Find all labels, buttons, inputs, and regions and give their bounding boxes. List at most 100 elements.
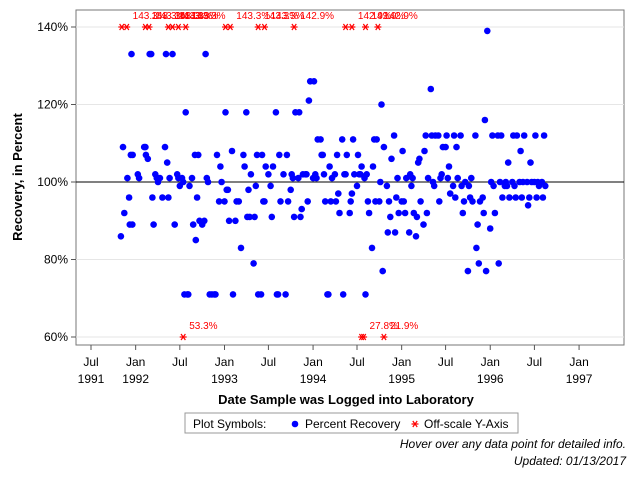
data-point[interactable] xyxy=(303,171,310,178)
data-point[interactable] xyxy=(506,194,513,201)
data-point[interactable] xyxy=(282,291,289,298)
data-point[interactable] xyxy=(287,186,295,194)
data-point[interactable] xyxy=(532,132,539,139)
data-point[interactable] xyxy=(128,50,135,58)
data-point[interactable] xyxy=(224,186,232,194)
data-point[interactable] xyxy=(201,217,208,225)
data-point[interactable] xyxy=(202,50,209,58)
data-point[interactable] xyxy=(481,116,489,124)
data-point[interactable] xyxy=(161,143,169,151)
data-point[interactable] xyxy=(246,213,253,221)
data-point[interactable] xyxy=(195,151,202,159)
data-point[interactable] xyxy=(221,198,228,205)
data-point[interactable] xyxy=(393,194,400,201)
data-point[interactable] xyxy=(453,143,460,151)
data-point[interactable] xyxy=(524,202,532,209)
data-point[interactable] xyxy=(436,198,443,205)
data-point[interactable] xyxy=(310,78,318,85)
data-point[interactable] xyxy=(489,132,496,139)
data-point[interactable] xyxy=(321,198,329,205)
data-point[interactable] xyxy=(225,217,233,225)
data-point[interactable] xyxy=(342,171,349,178)
data-point[interactable] xyxy=(240,151,247,159)
data-point[interactable] xyxy=(159,194,166,201)
data-point[interactable] xyxy=(408,182,415,190)
data-point[interactable] xyxy=(400,198,408,205)
data-point[interactable] xyxy=(495,260,503,267)
off-scale-point[interactable] xyxy=(182,23,190,31)
data-point[interactable] xyxy=(391,229,399,236)
data-point[interactable] xyxy=(235,198,243,205)
data-point[interactable] xyxy=(446,190,454,197)
off-scale-series[interactable]: 143.3%143.3%143.3%143.3%143.3%143.3%143.… xyxy=(118,11,418,341)
data-point[interactable] xyxy=(526,194,533,201)
off-scale-point[interactable] xyxy=(145,23,153,31)
data-point[interactable] xyxy=(349,136,357,143)
data-point[interactable] xyxy=(533,194,540,201)
data-point[interactable] xyxy=(390,132,398,139)
data-point[interactable] xyxy=(258,151,266,159)
data-point[interactable] xyxy=(252,182,260,190)
data-point[interactable] xyxy=(399,147,406,155)
data-point[interactable] xyxy=(222,109,229,116)
off-scale-point[interactable] xyxy=(380,333,388,341)
data-point[interactable] xyxy=(388,155,395,163)
data-point[interactable] xyxy=(261,198,268,205)
data-point[interactable] xyxy=(468,174,475,182)
off-scale-point[interactable] xyxy=(174,23,182,31)
data-point[interactable] xyxy=(182,109,189,116)
data-point[interactable] xyxy=(326,163,333,170)
data-point[interactable] xyxy=(129,221,136,228)
data-point[interactable] xyxy=(169,50,176,58)
data-point[interactable] xyxy=(218,178,225,186)
data-point[interactable] xyxy=(228,147,236,155)
data-point[interactable] xyxy=(135,174,143,182)
data-point[interactable] xyxy=(147,50,155,58)
data-point[interactable] xyxy=(394,174,401,182)
data-point[interactable] xyxy=(267,182,274,190)
off-scale-point[interactable] xyxy=(360,333,368,341)
data-point[interactable] xyxy=(298,205,306,213)
data-point[interactable] xyxy=(192,236,200,244)
data-point[interactable] xyxy=(412,233,420,240)
data-point[interactable] xyxy=(438,171,446,178)
data-point[interactable] xyxy=(362,291,369,298)
data-point[interactable] xyxy=(475,260,483,267)
data-point[interactable] xyxy=(358,163,365,170)
data-point[interactable] xyxy=(320,171,328,178)
data-point[interactable] xyxy=(245,186,252,194)
data-point[interactable] xyxy=(496,178,504,186)
data-point[interactable] xyxy=(464,267,472,275)
data-point[interactable] xyxy=(452,194,459,201)
data-point[interactable] xyxy=(457,132,464,139)
data-point[interactable] xyxy=(472,132,479,139)
data-point[interactable] xyxy=(473,244,480,252)
data-point[interactable] xyxy=(257,291,265,298)
data-point[interactable] xyxy=(422,132,430,139)
data-point[interactable] xyxy=(469,198,476,205)
data-point[interactable] xyxy=(424,174,432,182)
data-point[interactable] xyxy=(416,155,423,163)
data-point[interactable] xyxy=(348,190,356,197)
data-point[interactable] xyxy=(284,198,292,205)
data-point[interactable] xyxy=(171,221,178,228)
data-point[interactable] xyxy=(237,244,245,252)
data-point[interactable] xyxy=(420,221,427,228)
data-point[interactable] xyxy=(253,151,261,159)
off-scale-point[interactable] xyxy=(169,23,176,31)
data-point[interactable] xyxy=(149,194,156,201)
data-point[interactable] xyxy=(247,171,255,178)
data-point[interactable] xyxy=(376,198,383,205)
off-scale-point[interactable] xyxy=(123,23,131,31)
data-point[interactable] xyxy=(117,233,125,240)
data-point[interactable] xyxy=(405,229,413,236)
data-point[interactable] xyxy=(274,291,282,298)
data-point[interactable] xyxy=(379,267,387,275)
data-point[interactable] xyxy=(339,291,347,298)
data-point[interactable] xyxy=(354,151,362,159)
data-point[interactable] xyxy=(449,182,457,190)
off-scale-point[interactable] xyxy=(261,23,268,31)
data-point[interactable] xyxy=(421,147,428,155)
data-point[interactable] xyxy=(229,291,237,298)
data-point[interactable] xyxy=(484,27,491,35)
